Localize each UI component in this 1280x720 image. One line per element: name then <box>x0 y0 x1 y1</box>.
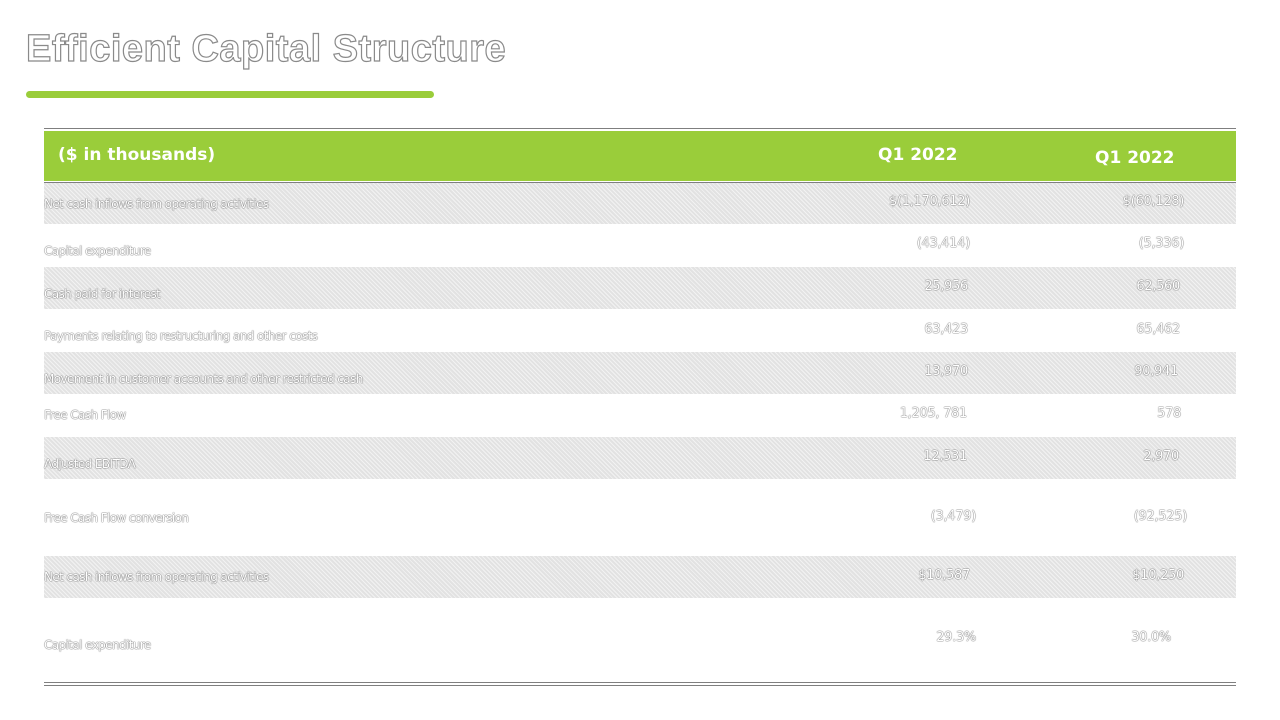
table-row: Movement in customer accounts and other … <box>44 352 1236 394</box>
row-label: Net cash inflows from operating activiti… <box>44 197 269 211</box>
row-label: Payments relating to restructuring and o… <box>44 329 318 343</box>
row-value-col1: (3,479) <box>930 509 977 524</box>
row-label: Net cash inflows from operating activiti… <box>44 570 269 584</box>
table-row: Adjusted EBITDA 12,531 2,970 <box>44 437 1236 479</box>
row-value-col2: 30.0% <box>1131 630 1171 645</box>
table-row: Net cash inflows from operating activiti… <box>44 183 1236 224</box>
row-value-col2: $10,250 <box>1132 568 1184 583</box>
title-underline <box>26 91 434 98</box>
table-bottom-rule <box>44 682 1236 683</box>
row-value-col2: (92,525) <box>1133 509 1188 524</box>
table-row: Capital expenditure 29.3% 30.0% <box>44 598 1236 682</box>
table-row: Cash paid for interest 25,956 62,560 <box>44 267 1236 309</box>
row-value-col2: 90,941 <box>1134 364 1178 379</box>
header-col2: Q1 2022 <box>1095 148 1175 168</box>
row-value-col1: 25,956 <box>924 279 968 294</box>
header-rule <box>44 182 1236 183</box>
row-value-col2: (5,336) <box>1138 236 1185 251</box>
row-value-col2: 2,970 <box>1143 449 1179 464</box>
row-value-col1: 13,970 <box>924 364 968 379</box>
row-value-col1: 29.3% <box>936 630 976 645</box>
row-label: Free Cash Flow conversion <box>44 511 189 525</box>
financial-table: ($ in thousands) Q1 2022 Q1 2022 Net cas… <box>44 128 1236 686</box>
row-value-col1: 1,205, 781 <box>899 406 968 421</box>
row-label: Capital expenditure <box>44 638 151 652</box>
table-row: Capital expenditure (43,414) (5,336) <box>44 224 1236 267</box>
table-bottom-rule-double <box>44 685 1236 686</box>
row-label: Capital expenditure <box>44 244 151 258</box>
row-value-col1: $10,587 <box>918 568 970 583</box>
table-row: Net cash inflows from operating activiti… <box>44 556 1236 598</box>
table-row: Payments relating to restructuring and o… <box>44 309 1236 352</box>
row-value-col2: $(60,128) <box>1122 194 1185 209</box>
row-value-col1: $(1,170,612) <box>889 194 970 209</box>
table-header: ($ in thousands) Q1 2022 Q1 2022 <box>44 131 1236 181</box>
table-top-rule <box>44 128 1236 129</box>
table-row: Free Cash Flow 1,205, 781 578 <box>44 394 1236 437</box>
row-value-col2: 65,462 <box>1136 322 1180 337</box>
table-row: Free Cash Flow conversion (3,479) (92,52… <box>44 479 1236 556</box>
row-label: Cash paid for interest <box>44 287 161 301</box>
row-value-col1: (43,414) <box>916 236 971 251</box>
row-value-col2: 62,560 <box>1136 279 1180 294</box>
row-value-col1: 12,531 <box>923 449 967 464</box>
row-value-col1: 63,423 <box>924 322 968 337</box>
row-label: Adjusted EBITDA <box>44 457 136 471</box>
page-title: Efficient Capital Structure <box>25 27 507 70</box>
row-value-col2: 578 <box>1157 406 1181 421</box>
header-units-label: ($ in thousands) <box>58 145 216 165</box>
header-col1: Q1 2022 <box>878 145 958 165</box>
row-label: Free Cash Flow <box>44 408 126 422</box>
row-label: Movement in customer accounts and other … <box>44 372 363 386</box>
